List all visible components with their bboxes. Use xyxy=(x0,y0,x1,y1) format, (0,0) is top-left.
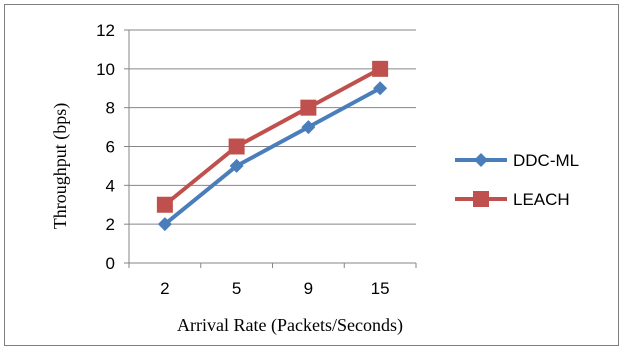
axes xyxy=(124,29,417,268)
legend: DDC-ML LEACH xyxy=(455,151,579,209)
series-line xyxy=(163,86,382,226)
data-point xyxy=(229,158,244,173)
x-tick-label: 15 xyxy=(371,279,390,298)
legend-marker xyxy=(473,191,489,207)
y-tick-label: 10 xyxy=(96,60,115,79)
y-tick-label: 8 xyxy=(106,99,115,118)
data-point xyxy=(372,60,389,77)
y-tick-label: 12 xyxy=(96,21,115,40)
series-ddc-ml xyxy=(157,81,388,232)
y-tick-label: 2 xyxy=(106,215,115,234)
data-point xyxy=(228,138,245,155)
y-tick-label: 6 xyxy=(106,138,115,157)
y-tick-label: 4 xyxy=(106,176,115,195)
series-group xyxy=(156,60,389,232)
data-point xyxy=(301,120,316,135)
x-tick-label: 9 xyxy=(304,279,313,298)
legend-label: LEACH xyxy=(513,190,570,209)
gridlines xyxy=(129,29,416,225)
legend-item: DDC-ML xyxy=(455,151,579,170)
y-tick-label: 0 xyxy=(106,254,115,273)
x-tick-labels: 2 5 9 15 xyxy=(160,279,389,298)
series-line xyxy=(163,67,382,207)
legend-label: DDC-ML xyxy=(513,151,579,170)
legend-marker xyxy=(474,153,488,167)
data-point xyxy=(156,196,173,213)
y-tick-labels: 0 2 4 6 8 10 12 xyxy=(96,21,115,273)
data-point xyxy=(157,217,172,232)
x-tick-label: 5 xyxy=(232,279,241,298)
x-axis-title: Arrival Rate (Packets/Seconds) xyxy=(177,315,403,336)
legend-item: LEACH xyxy=(455,190,570,209)
x-tick-label: 2 xyxy=(160,279,169,298)
chart-frame xyxy=(4,4,619,346)
data-point xyxy=(373,81,388,96)
y-axis-title: Throughput (bps) xyxy=(50,103,71,229)
data-point xyxy=(300,99,317,116)
series-leach xyxy=(156,60,389,213)
